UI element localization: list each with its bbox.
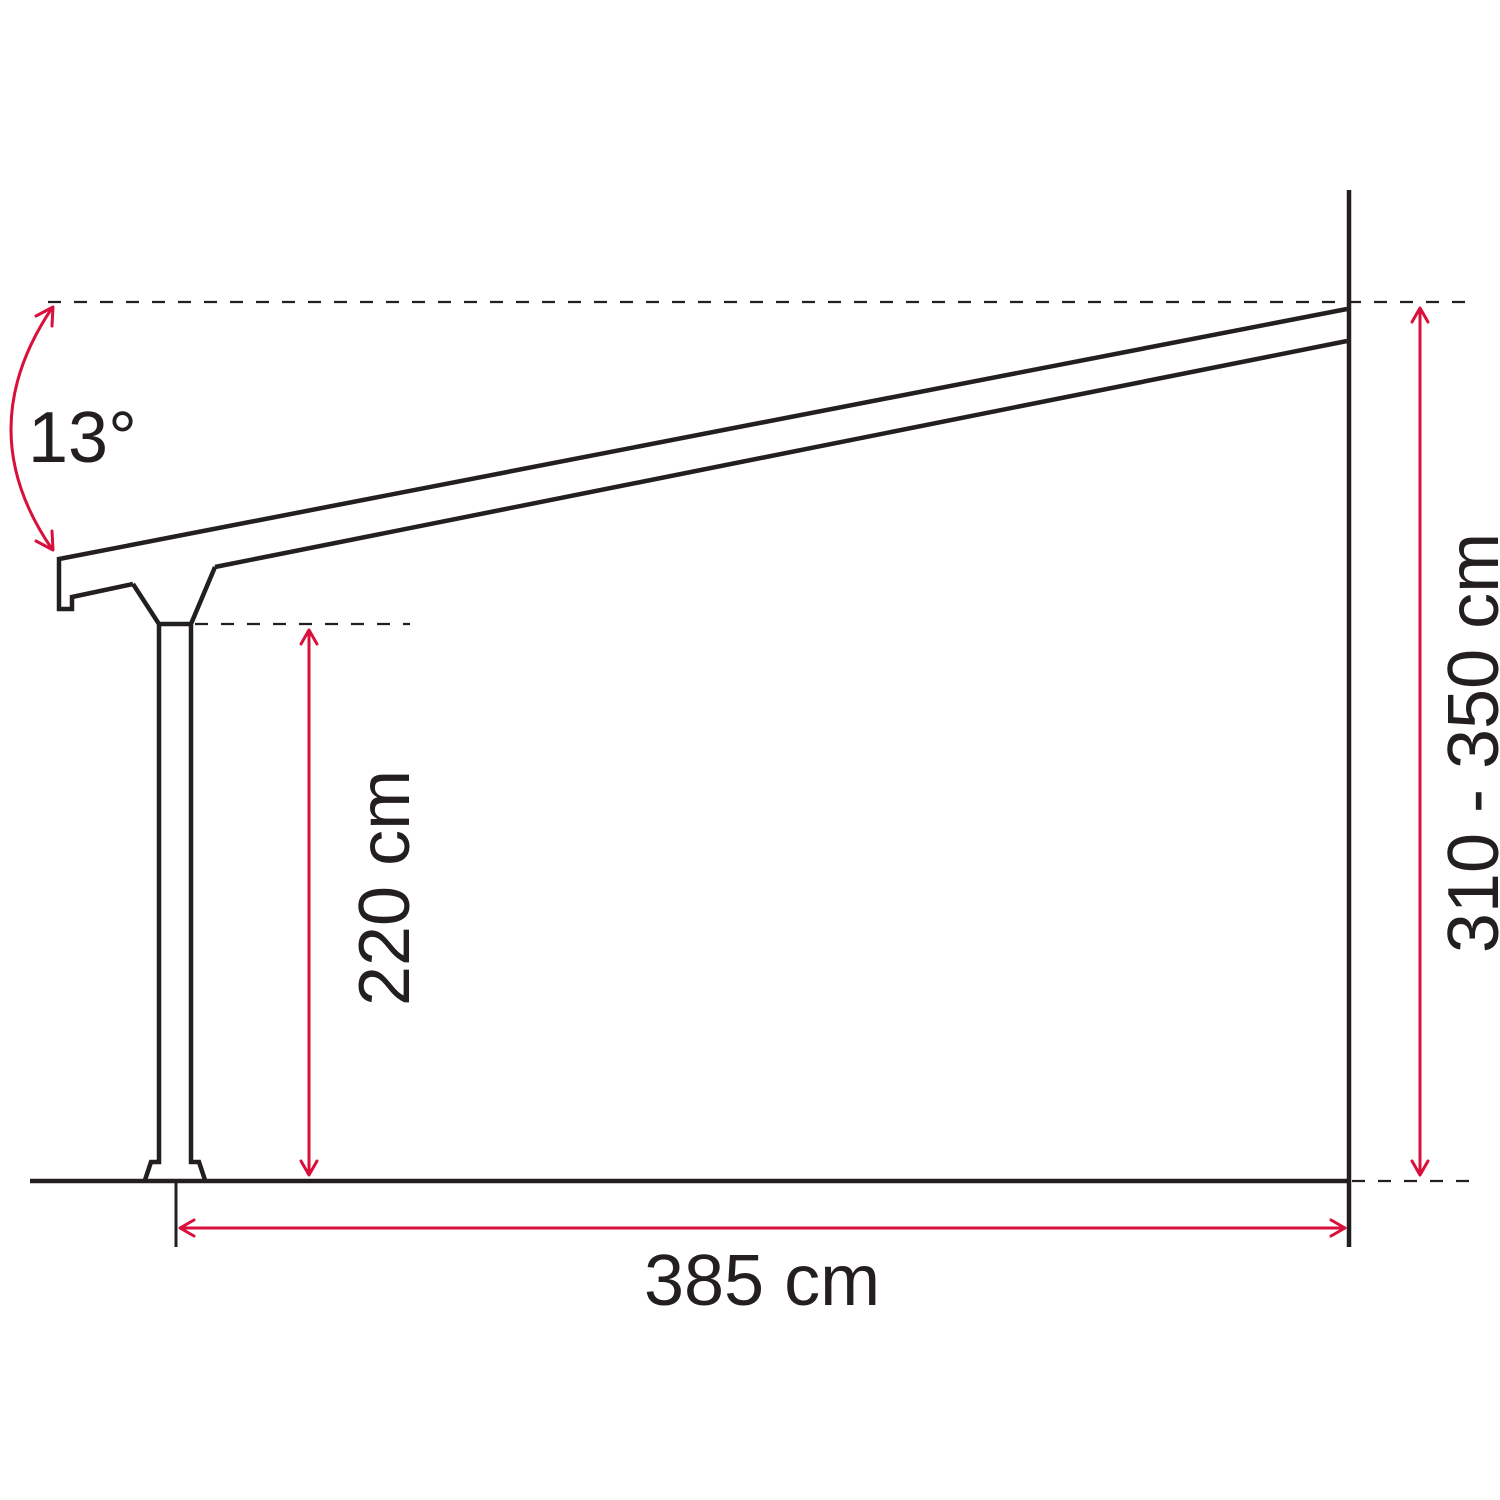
depth-label: 385 cm: [644, 1241, 880, 1321]
angle-dimension: [9, 305, 55, 552]
angle-label: 13°: [28, 398, 137, 478]
wall-height-dimension: [1410, 306, 1430, 1177]
post: [131, 566, 218, 1181]
post-height-label: 220 cm: [345, 770, 425, 1006]
roof-beam: [56, 306, 1348, 612]
depth-dimension: [178, 1218, 1347, 1238]
wall-height-label: 310 - 350 cm: [1434, 533, 1500, 953]
post-height-dimension: [299, 628, 319, 1177]
